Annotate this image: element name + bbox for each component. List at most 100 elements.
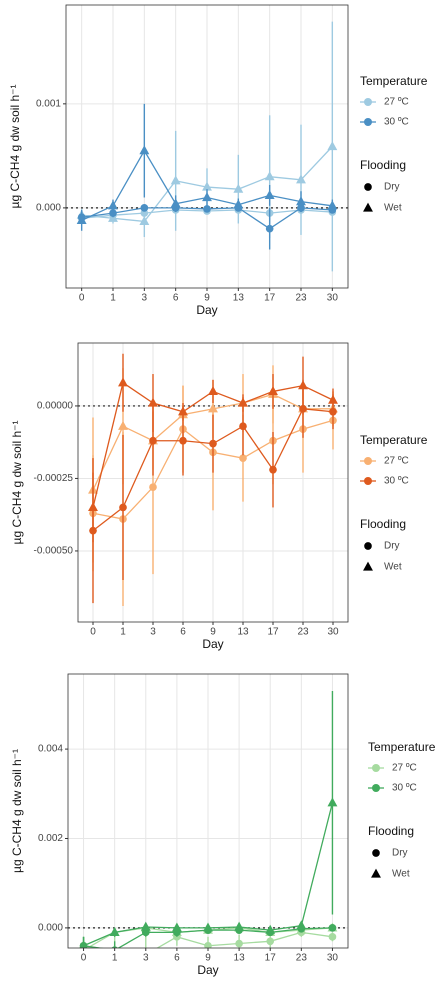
data-point: [109, 926, 120, 936]
data-point: [203, 205, 211, 213]
x-tick-label: 23: [296, 953, 308, 964]
data-point: [178, 406, 188, 416]
legend-swatch: [372, 764, 380, 772]
legend-label: 30 ºC: [384, 476, 409, 487]
data-point: [296, 174, 306, 184]
x-tick-label: 9: [205, 953, 211, 964]
x-tick-label: 1: [110, 293, 116, 304]
x-tick-label: 17: [267, 627, 279, 638]
data-point: [76, 214, 87, 224]
data-point: [265, 924, 276, 934]
data-point: [119, 503, 127, 512]
data-point: [233, 199, 244, 209]
data-point: [328, 924, 337, 932]
y-tick-label: 0.000: [38, 923, 63, 934]
legend-swatch: [364, 477, 372, 485]
data-point: [328, 394, 338, 404]
data-point: [208, 403, 218, 413]
legend-swatch: [372, 784, 380, 792]
x-tick-label: 0: [81, 953, 87, 964]
data-point: [234, 921, 245, 931]
legend-title: Flooding: [360, 517, 406, 531]
data-point: [239, 454, 247, 462]
x-axis-title: Day: [202, 637, 223, 651]
legend-title: Temperature: [360, 433, 428, 447]
x-tick-label: 17: [265, 953, 277, 964]
data-point: [328, 933, 337, 941]
data-point: [268, 386, 278, 396]
data-point: [202, 181, 212, 191]
data-point: [264, 171, 275, 181]
data-point: [170, 175, 181, 185]
x-tick-label: 13: [234, 953, 246, 964]
x-tick-label: 30: [327, 293, 339, 304]
legend-symbol: [372, 849, 380, 857]
data-point: [171, 922, 182, 932]
x-tick-label: 30: [327, 627, 339, 638]
legend-label: Dry: [392, 848, 408, 859]
data-point: [148, 397, 158, 407]
x-tick-label: 9: [210, 627, 216, 638]
data-point: [203, 922, 213, 932]
x-tick-label: 9: [204, 293, 210, 304]
x-tick-label: 1: [120, 627, 126, 638]
x-tick-label: 23: [295, 293, 307, 304]
legend-symbol: [364, 183, 372, 191]
x-tick-label: 3: [142, 293, 148, 304]
data-point: [269, 465, 277, 474]
legend-label: 27 ºC: [392, 763, 417, 774]
data-point: [327, 200, 338, 210]
legend-title: Flooding: [360, 158, 406, 172]
data-point: [233, 183, 244, 193]
data-point: [140, 921, 151, 931]
legend-title: Temperature: [368, 740, 436, 754]
legend-symbol: [371, 868, 381, 878]
legend-symbol: [363, 561, 373, 571]
y-axis-title: µg C-CH4 g dw soil h⁻¹: [10, 421, 24, 545]
data-point: [296, 196, 306, 206]
data-point: [209, 439, 217, 448]
x-tick-label: 1: [112, 953, 118, 964]
legend-label: 27 ºC: [384, 456, 409, 467]
x-tick-label: 0: [79, 293, 85, 304]
legend-label: Dry: [384, 182, 400, 193]
legend-label: Wet: [392, 869, 410, 880]
data-point: [327, 797, 338, 807]
data-point: [298, 380, 308, 390]
legend-symbol: [363, 202, 373, 212]
legend-swatch: [364, 98, 372, 106]
legend-label: 27 ºC: [384, 97, 409, 108]
plot-data: [79, 690, 338, 948]
legend-symbol: [364, 542, 372, 550]
data-point: [140, 204, 149, 212]
y-tick-label: 0.000: [36, 203, 61, 214]
legend-label: Wet: [384, 562, 402, 573]
legend-swatch: [364, 457, 372, 465]
data-point: [109, 209, 117, 217]
y-tick-label: 0.001: [36, 98, 61, 109]
data-point: [139, 216, 150, 226]
x-tick-label: 17: [264, 293, 276, 304]
legend-title: Flooding: [368, 824, 414, 838]
data-point: [149, 483, 157, 491]
x-tick-label: 6: [174, 953, 180, 964]
data-point: [170, 198, 181, 208]
data-point: [265, 224, 274, 233]
data-point: [239, 422, 247, 431]
x-tick-label: 0: [90, 627, 96, 638]
data-point: [139, 145, 150, 155]
data-point: [266, 937, 275, 946]
y-axis-title: µg C-CH4 g dw soil h⁻¹: [8, 85, 22, 209]
data-point: [108, 200, 118, 210]
data-point: [327, 141, 338, 151]
data-point: [149, 436, 157, 445]
y-tick-label: 0.004: [38, 744, 63, 755]
legend-title: Temperature: [360, 74, 428, 88]
y-tick-label: 0.00000: [37, 401, 74, 412]
plot-data: [88, 353, 338, 607]
data-point: [208, 386, 218, 396]
